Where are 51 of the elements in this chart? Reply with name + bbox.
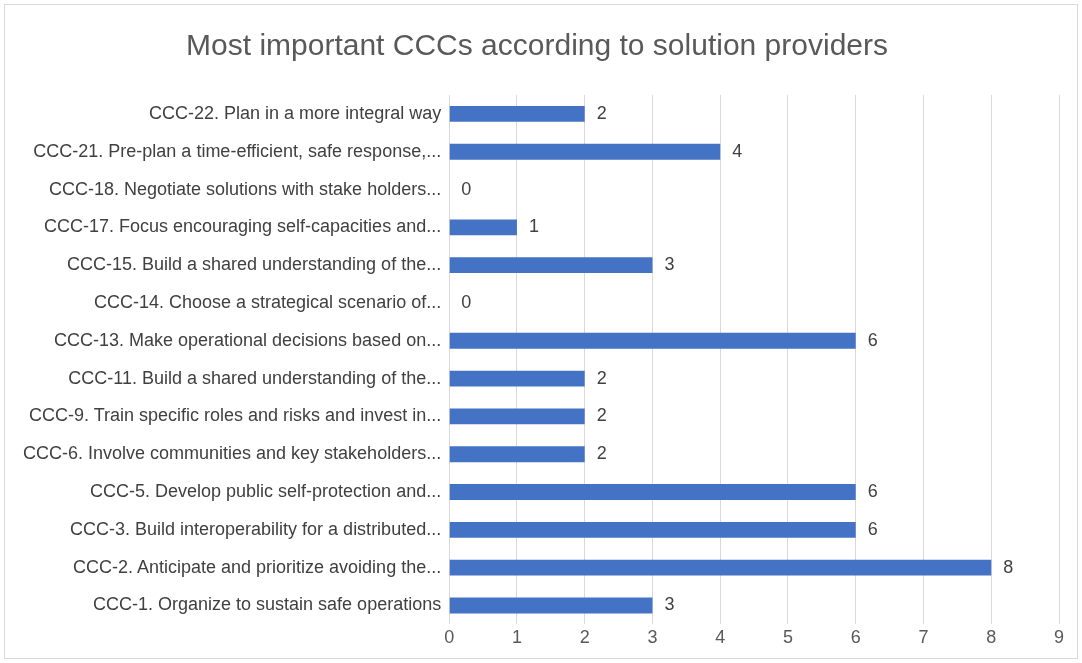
y-tick-label: CCC-13. Make operational decisions based on... [53, 329, 442, 350]
bar [449, 446, 585, 463]
data-label: 2 [596, 367, 607, 388]
y-tick-label: CCC-11. Build a shared understanding of the... [68, 367, 442, 388]
y-tick-label: CCC-21. Pre-plan a time-efficient, safe response,... [33, 140, 442, 161]
x-tick-label: 7 [918, 627, 929, 648]
y-tick-label: CCC-6. Involve communities and key stakeholders... [22, 443, 442, 464]
y-tick-label: CCC-15. Build a shared understanding of the... [66, 254, 442, 275]
bar [449, 257, 653, 274]
data-label: 6 [867, 518, 878, 539]
x-tick-label: 5 [782, 627, 793, 648]
bar [449, 521, 856, 538]
bar [449, 105, 585, 122]
bar [449, 408, 585, 425]
data-label: 4 [732, 140, 743, 161]
data-label: 2 [596, 443, 607, 464]
y-tick-label: CCC-22. Plan in a more integral way [149, 102, 442, 123]
x-tick-label: 4 [715, 627, 726, 648]
bar [449, 559, 992, 576]
y-tick-label: CCC-17. Focus encouraging self-capacities and... [43, 216, 442, 237]
bar [449, 484, 856, 500]
data-label: 0 [461, 291, 472, 312]
bar [449, 332, 856, 349]
y-tick-label: CCC-2. Anticipate and prioritize avoiding the... [72, 556, 442, 577]
data-label: 6 [867, 329, 878, 350]
y-tick-label: CCC-14. Choose a strategical scenario of... [94, 291, 442, 312]
y-tick-label: CCC-9. Train specific roles and risks and invest in... [29, 405, 442, 426]
x-tick-label: 8 [986, 627, 997, 648]
data-label: 3 [664, 254, 675, 275]
y-tick-label: CCC-18. Negotiate solutions with stake holders... [48, 178, 442, 199]
x-tick-label: 6 [850, 627, 861, 648]
x-tick-label: 0 [444, 627, 455, 648]
chart-title: Most important CCCs according to solution providers [186, 28, 888, 62]
bar [449, 219, 517, 236]
data-label: 3 [664, 594, 675, 615]
x-tick-label: 3 [647, 627, 658, 648]
data-label: 6 [867, 481, 878, 502]
y-tick-label: CCC-3. Build interoperability for a distributed... [70, 518, 442, 539]
x-tick-label: 1 [511, 627, 522, 648]
x-tick-label: 9 [1053, 627, 1065, 648]
data-label: 0 [461, 178, 472, 199]
bar [449, 597, 653, 614]
bar [449, 143, 721, 160]
y-tick-label: CCC-1. Organize to sustain safe operations [93, 594, 442, 615]
data-label: 2 [596, 102, 607, 123]
bar [449, 370, 585, 387]
x-tick-label: 2 [579, 627, 590, 648]
data-label: 1 [528, 216, 539, 237]
data-label: 8 [1003, 556, 1014, 577]
y-tick-label: CCC-5. Develop public self-protection and... [90, 481, 442, 502]
data-label: 2 [596, 405, 607, 426]
